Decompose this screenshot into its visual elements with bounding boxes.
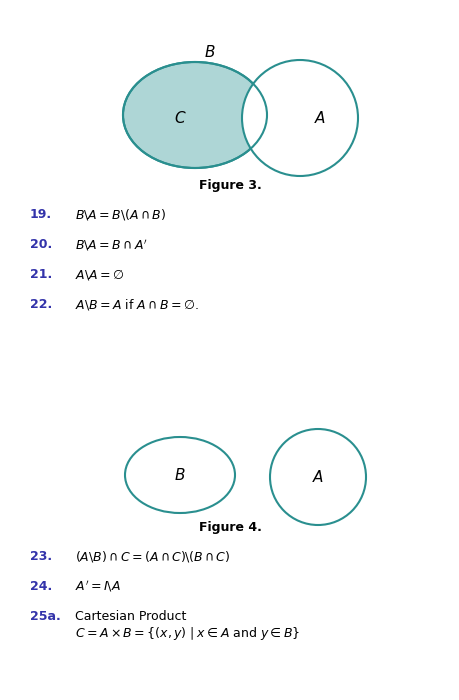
Text: 21.: 21.	[30, 269, 52, 281]
Text: 19.: 19.	[30, 209, 52, 221]
Text: $B$: $B$	[204, 44, 215, 60]
Text: 22.: 22.	[30, 298, 52, 312]
Text: $A\backslash A=\varnothing$: $A\backslash A=\varnothing$	[75, 267, 124, 283]
Circle shape	[269, 429, 365, 525]
Ellipse shape	[123, 62, 266, 168]
Text: Figure 3.: Figure 3.	[198, 178, 261, 192]
Text: 24.: 24.	[30, 580, 52, 592]
Text: 23.: 23.	[30, 550, 52, 563]
Text: $C=A\times B=\{(x,y)\mid x\in A$ and $y\in B\}$: $C=A\times B=\{(x,y)\mid x\in A$ and $y\…	[75, 626, 300, 643]
Circle shape	[241, 60, 357, 176]
Text: $A'=I\backslash A$: $A'=I\backslash A$	[75, 578, 121, 594]
Text: Figure 4.: Figure 4.	[198, 522, 261, 535]
Text: $B\backslash A=B\backslash(A\cap B)$: $B\backslash A=B\backslash(A\cap B)$	[75, 207, 166, 223]
Text: $C$: $C$	[174, 110, 186, 126]
Text: 20.: 20.	[30, 239, 52, 251]
Text: $A$: $A$	[311, 469, 324, 485]
Text: $(A\backslash B)\cap C=(A\cap C)\backslash(B\cap C)$: $(A\backslash B)\cap C=(A\cap C)\backsla…	[75, 549, 230, 564]
Text: $B\backslash A=B\cap A'$: $B\backslash A=B\cap A'$	[75, 237, 148, 253]
Text: Cartesian Product: Cartesian Product	[75, 610, 186, 622]
Text: $A\backslash B=A$ if $A\cap B=\varnothing$.: $A\backslash B=A$ if $A\cap B=\varnothin…	[75, 298, 198, 312]
Text: 25a.: 25a.	[30, 610, 61, 622]
Text: $B$: $B$	[174, 467, 185, 483]
Text: $A$: $A$	[313, 110, 325, 126]
Ellipse shape	[125, 437, 235, 513]
